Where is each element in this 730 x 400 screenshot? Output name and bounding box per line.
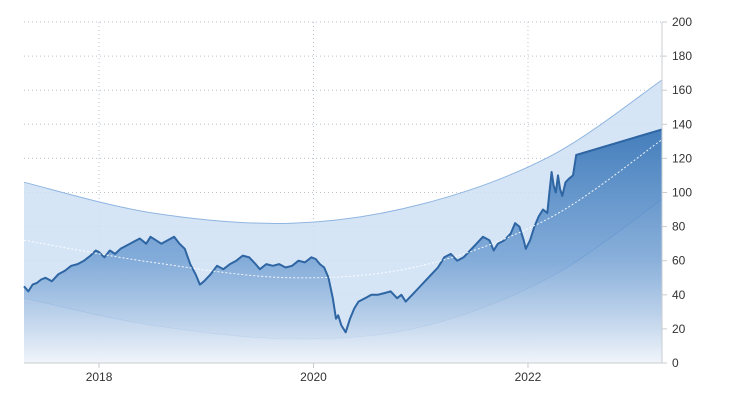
data-area	[24, 129, 662, 363]
axes: 0 20 40 60 80 100 120 140 160 180 200 2018 2020 2022	[24, 15, 692, 384]
data-line	[23, 128, 663, 334]
y-tick-label: 120	[672, 151, 692, 165]
y-tick-label: 200	[672, 15, 692, 29]
y-tick-label: 80	[672, 220, 686, 234]
y-tick-label: 180	[672, 49, 692, 63]
y-tick-label: 40	[672, 288, 686, 302]
x-tick-label: 2018	[86, 370, 113, 384]
y-tick-label: 60	[672, 254, 686, 268]
y-tick-label: 20	[672, 322, 686, 336]
x-tick-label: 2020	[300, 370, 327, 384]
y-axis-ticks: 0 20 40 60 80 100 120 140 160 180 200	[661, 15, 692, 370]
trend-band-upper-edge	[23, 79, 663, 224]
y-tick-label: 160	[672, 83, 692, 97]
y-tick-label: 140	[672, 117, 692, 131]
x-tick-label: 2022	[515, 370, 542, 384]
y-tick-label: 100	[672, 186, 692, 200]
data-line-group	[23, 128, 663, 334]
x-axis-ticks: 2018 2020 2022	[24, 362, 662, 384]
data-area-fill	[24, 129, 662, 363]
y-tick-label: 0	[672, 356, 679, 370]
